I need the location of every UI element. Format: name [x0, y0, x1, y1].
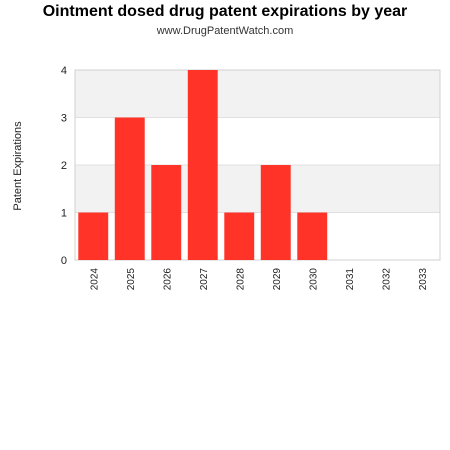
y-axis-ticks: 0 1 2 3 4: [61, 65, 67, 267]
plot-frame: [74, 69, 441, 261]
x-tick-label: 2024: [89, 268, 100, 291]
bar-2024: [78, 212, 109, 260]
bar-2029: [260, 165, 291, 260]
x-tick-label: 2025: [126, 268, 137, 291]
x-tick-label: 2031: [345, 268, 356, 291]
bar-2028: [224, 212, 255, 260]
bars: [78, 70, 328, 260]
y-tick-label: 0: [61, 255, 67, 267]
y-axis-label: Patent Expirations: [12, 121, 24, 211]
chart-title: Ointment dosed drug patent expirations b…: [42, 3, 408, 20]
bar-2026: [151, 165, 182, 260]
chart-subtitle: www.DrugPatentWatch.com: [156, 25, 294, 37]
y-tick-label: 3: [61, 113, 67, 125]
bar-2027: [187, 70, 218, 260]
grid-band: [75, 70, 440, 118]
x-tick-label: 2026: [162, 268, 173, 291]
x-axis-ticks: 2024 2025 2026 2027 2028 2029 2030 2031 2032 2033: [89, 268, 429, 291]
y-tick-label: 1: [61, 208, 67, 220]
x-tick-label: 2027: [199, 268, 210, 291]
x-tick-label: 2033: [418, 268, 429, 291]
x-tick-label: 2029: [272, 268, 283, 291]
x-tick-label: 2030: [308, 268, 319, 291]
x-tick-label: 2032: [381, 268, 392, 291]
y-tick-label: 2: [61, 160, 67, 172]
x-tick-label: 2028: [235, 268, 246, 291]
bar-2025: [114, 117, 145, 260]
bar-2030: [297, 212, 328, 260]
y-tick-label: 4: [61, 65, 67, 77]
